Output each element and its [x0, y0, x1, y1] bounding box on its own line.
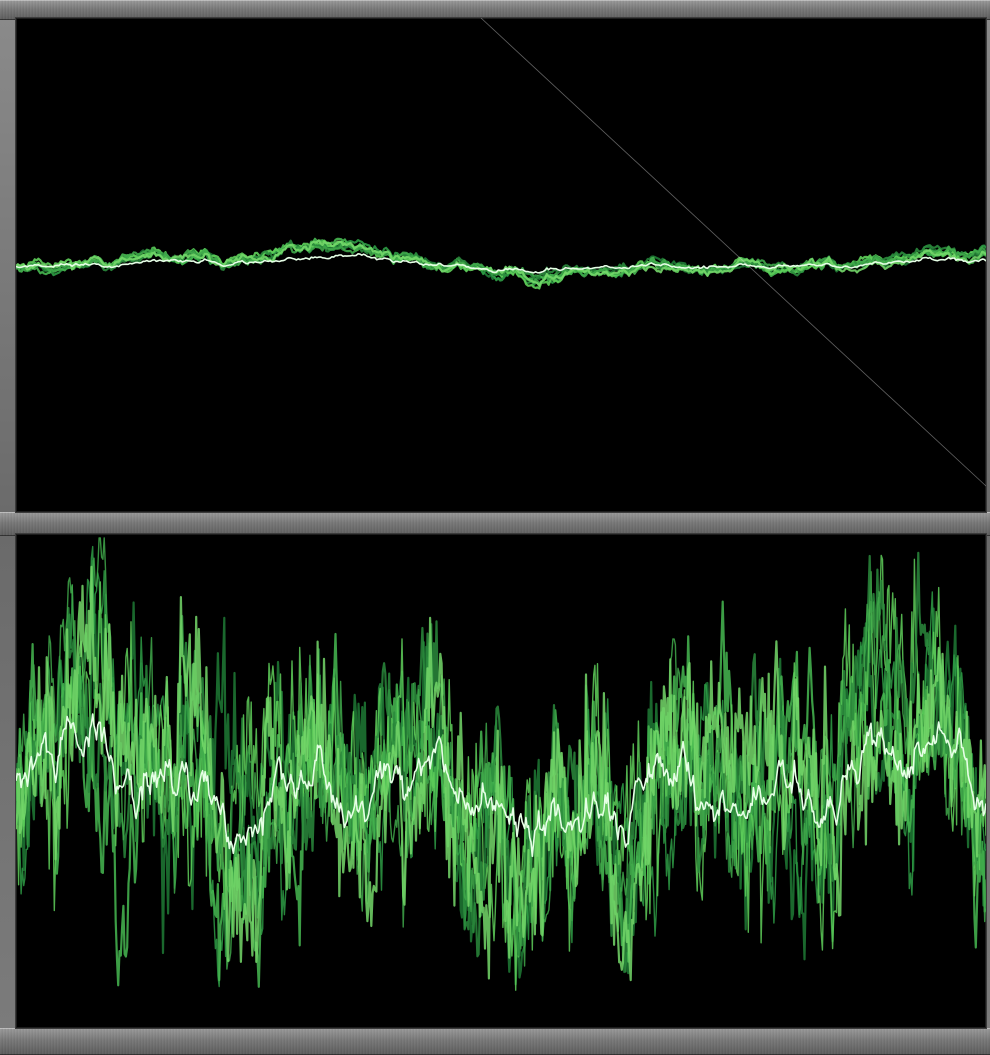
screen-glare-line	[480, 18, 986, 487]
bottom-scope-reference-trace	[16, 713, 986, 858]
top-scope-trace-7	[16, 239, 986, 287]
top-scope-reference-trace	[16, 253, 986, 274]
bottom-scope-trace-7	[16, 565, 986, 982]
bottom-bezel	[0, 1028, 990, 1055]
bottom-waveform-plot	[16, 537, 986, 991]
bottom-scope-screen	[16, 534, 986, 1028]
top-scope-screen	[16, 18, 986, 512]
top-waveform-plot	[16, 18, 986, 487]
middle-bezel	[0, 512, 990, 536]
top-bezel	[0, 0, 990, 20]
